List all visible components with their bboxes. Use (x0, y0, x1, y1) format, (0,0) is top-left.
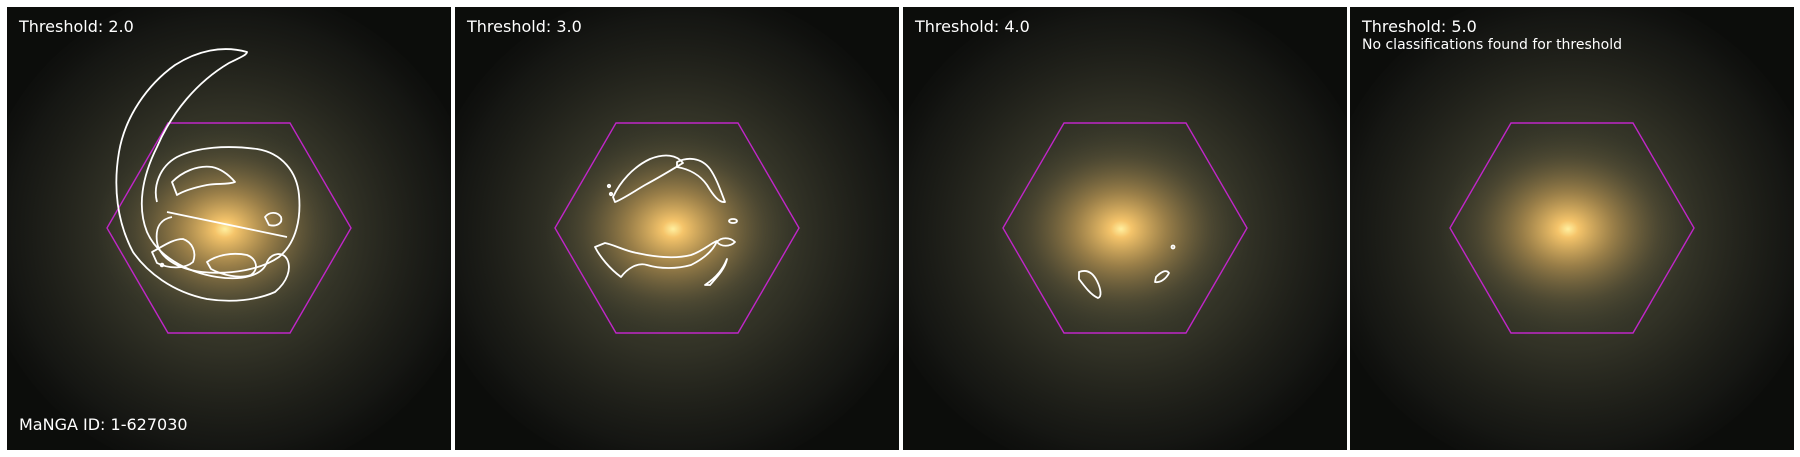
overlay (554, 122, 800, 334)
threshold-label: Threshold: 3.0 (467, 17, 582, 36)
overlay (106, 48, 352, 334)
hexagon-footprint (554, 122, 800, 334)
overlay (1449, 122, 1695, 334)
galaxy-image (903, 7, 1347, 450)
hexagon-footprint (1002, 122, 1248, 334)
galaxy-image (455, 7, 899, 450)
hexagon-footprint (1449, 122, 1695, 334)
panel-threshold-3: Threshold: 3.0 (455, 7, 899, 450)
manga-id-label: MaNGA ID: 1-627030 (19, 415, 188, 434)
panel-threshold-2: Threshold: 2.0 MaNGA ID: 1-627030 (7, 7, 451, 450)
threshold-label: Threshold: 5.0 (1362, 17, 1477, 36)
classification-contours (594, 154, 738, 286)
hexagon-footprint (106, 122, 352, 334)
threshold-label: Threshold: 4.0 (915, 17, 1030, 36)
panel-threshold-4: Threshold: 4.0 (903, 7, 1347, 450)
overlay (1002, 122, 1248, 334)
no-classifications-note: No classifications found for threshold (1362, 37, 1622, 53)
panel-threshold-5: Threshold: 5.0 No classifications found … (1350, 7, 1794, 450)
classification-contours (115, 48, 301, 302)
galaxy-image (1350, 7, 1794, 450)
threshold-label: Threshold: 2.0 (19, 17, 134, 36)
classification-contours (1078, 244, 1176, 299)
